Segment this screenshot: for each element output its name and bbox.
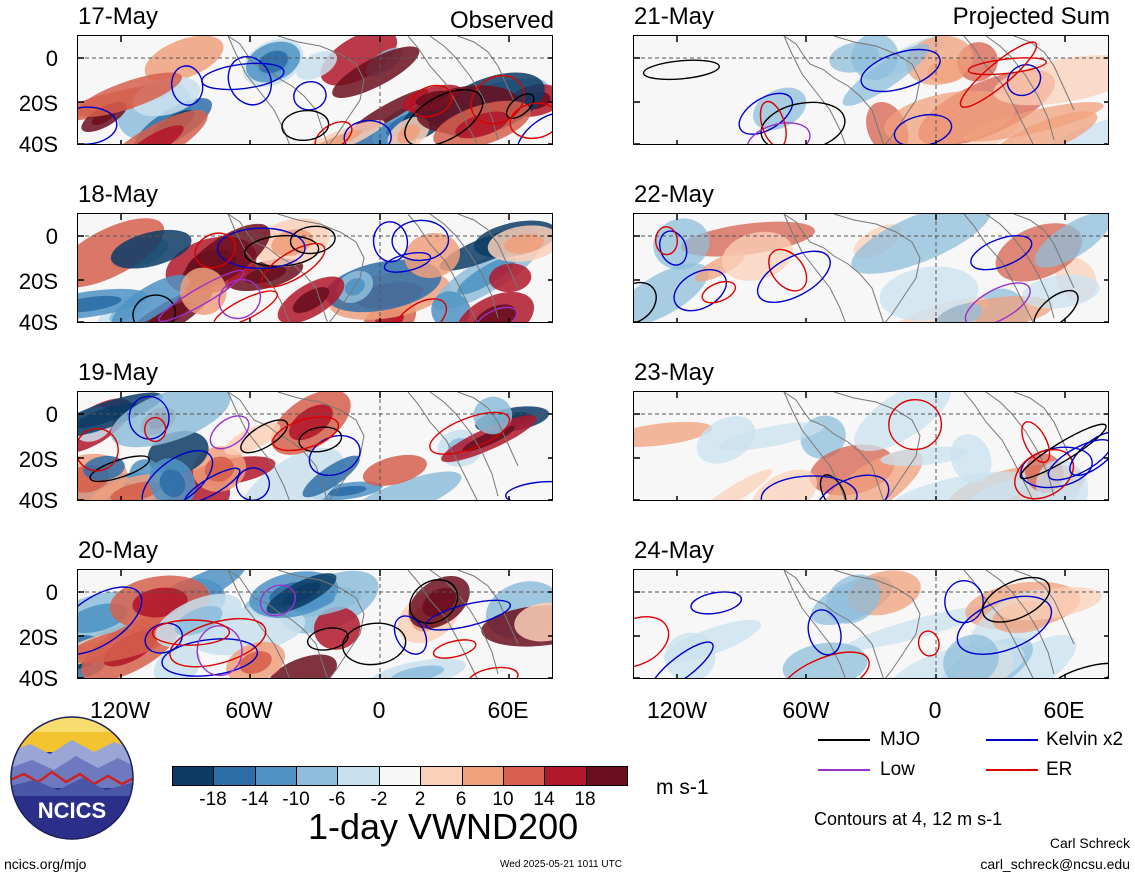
colorbar-swatch <box>420 766 463 786</box>
map-plot <box>634 570 1108 678</box>
x-tick-label: 120W <box>89 697 151 723</box>
map-panel <box>633 213 1109 323</box>
colorbar-label: -18 <box>199 789 227 810</box>
colorbar-swatch <box>502 766 546 786</box>
x-tick-label: 0 <box>928 697 942 723</box>
map-plot <box>634 214 1108 322</box>
legend-label-er: ER <box>1046 759 1073 780</box>
colorbar-label: 6 <box>455 789 467 810</box>
x-tick-label: 120W <box>646 697 708 723</box>
footer-timestamp: Wed 2025-05-21 1011 UTC <box>500 859 622 870</box>
map-panel <box>77 213 553 323</box>
panel-date: 22-May <box>634 181 715 208</box>
y-tick-label: 40S <box>18 310 58 335</box>
panel-date: 21-May <box>634 3 715 30</box>
legend-label-mjo: MJO <box>880 729 921 750</box>
colorbar-label: -10 <box>282 789 310 810</box>
map-plot <box>78 392 552 500</box>
footer-email[interactable]: carl_schreck@ncsu.edu <box>980 856 1130 872</box>
colorbar-swatch <box>296 766 339 786</box>
colorbar <box>172 766 628 786</box>
map-plot <box>634 36 1108 144</box>
colorbar-label: 10 <box>492 789 514 810</box>
projected-header: Projected Sum <box>952 3 1110 30</box>
panel-date: 24-May <box>634 537 715 564</box>
y-tick-label: 0 <box>45 224 58 249</box>
y-tick-label: 0 <box>45 46 58 71</box>
ncics-logo: NCICS <box>10 716 134 840</box>
x-tick-label: 60E <box>1043 697 1085 723</box>
logo-text: NCICS <box>38 798 106 823</box>
colorbar-swatch <box>337 766 380 786</box>
legend-label-kelvin: Kelvin x2 <box>1046 729 1124 750</box>
map-panel <box>633 35 1109 145</box>
legend-line-er <box>986 769 1038 771</box>
x-tick-label: 60W <box>782 697 830 723</box>
colorbar-label: 2 <box>414 789 426 810</box>
panel-date: 18-May <box>78 181 159 208</box>
panel-date: 23-May <box>634 359 715 386</box>
colorbar-swatch <box>585 766 628 786</box>
panel-date: 19-May <box>78 359 159 386</box>
map-panel <box>633 391 1109 501</box>
y-tick-label: 40S <box>18 666 58 691</box>
x-tick-label: 0 <box>372 697 386 723</box>
colorbar-swatch <box>172 766 215 786</box>
y-tick-label: 40S <box>18 488 58 513</box>
map-panel <box>77 35 553 145</box>
map-panel <box>77 391 553 501</box>
panel-date: 20-May <box>78 537 159 564</box>
map-plot <box>78 214 552 322</box>
x-tick-label: 60E <box>487 697 529 723</box>
map-panel <box>77 569 553 679</box>
colorbar-label: -6 <box>328 789 346 810</box>
y-tick-label: 40S <box>18 132 58 157</box>
panel-date: 17-May <box>78 3 159 30</box>
contour-note: Contours at 4, 12 m s-1 <box>814 809 1003 829</box>
colorbar-label: 14 <box>533 789 555 810</box>
colorbar-swatch <box>378 766 422 786</box>
colorbar-label: 18 <box>574 789 596 810</box>
y-tick-label: 20S <box>18 91 58 116</box>
colorbar-label: -14 <box>241 789 269 810</box>
colorbar-swatch <box>254 766 298 786</box>
colorbar-swatch <box>213 766 256 786</box>
footer-url[interactable]: ncics.org/mjo <box>4 856 87 872</box>
figure-title: 1-day VWND200 <box>308 806 579 847</box>
legend-label-low: Low <box>880 759 915 780</box>
colorbar-swatch <box>544 766 587 786</box>
colorbar-units: m s-1 <box>656 776 709 799</box>
map-plot <box>78 36 552 144</box>
map-plot <box>78 570 552 678</box>
y-tick-label: 20S <box>18 447 58 472</box>
y-tick-label: 20S <box>18 269 58 294</box>
footer-author: Carl Schreck <box>1049 835 1130 851</box>
legend-line-kelvin <box>986 739 1038 741</box>
x-tick-label: 60W <box>225 697 273 723</box>
colorbar-swatch <box>461 766 504 786</box>
y-tick-label: 20S <box>18 625 58 650</box>
y-tick-label: 0 <box>45 580 58 605</box>
legend-line-mjo <box>818 739 870 741</box>
observed-header: Observed <box>449 7 554 34</box>
legend-line-low <box>818 769 870 771</box>
map-panel <box>633 569 1109 679</box>
map-plot <box>634 392 1108 500</box>
colorbar-label: -2 <box>370 789 388 810</box>
y-tick-label: 0 <box>45 402 58 427</box>
